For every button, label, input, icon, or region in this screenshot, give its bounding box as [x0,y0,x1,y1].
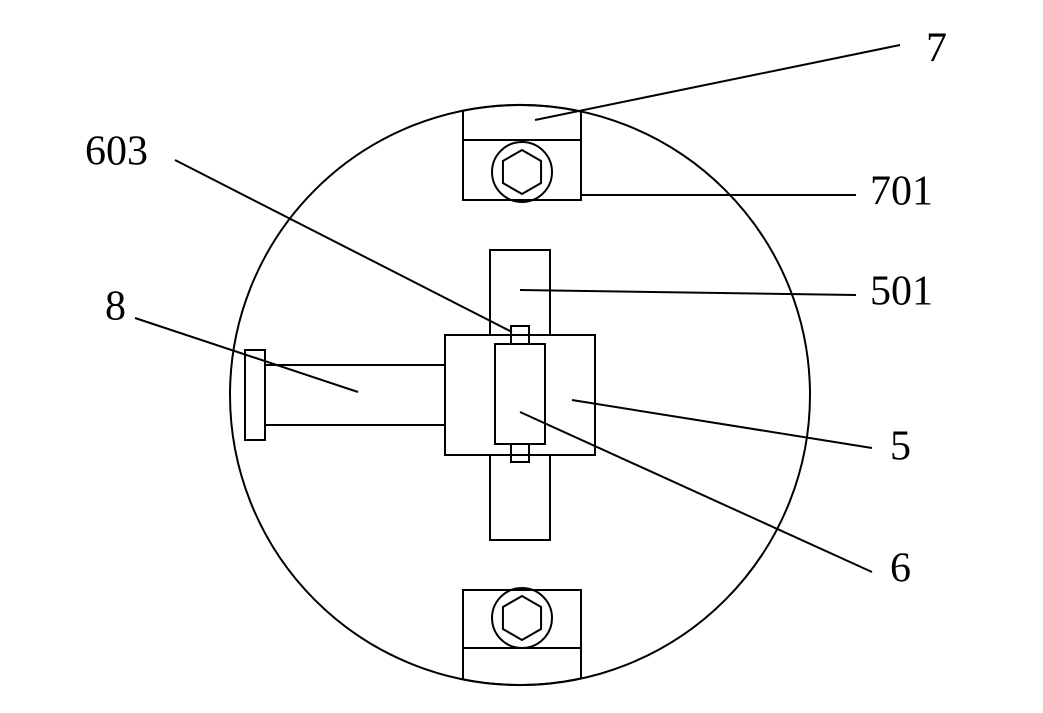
bracket-bottom [463,590,581,685]
center-inner-bar [495,344,545,444]
bolt-top-hex [503,150,541,194]
leader-l7 [535,45,900,120]
arm-left [265,365,445,425]
vertical-bar-upper [490,250,550,335]
leader-l8 [135,318,358,392]
label-l701: 701 [870,169,933,215]
center-pin-bottom [511,444,529,462]
label-l8: 8 [105,284,126,330]
label-l5: 5 [890,424,911,470]
label-l603: 603 [85,129,148,175]
leader-l5 [572,400,872,448]
bracket-top [463,105,581,200]
bolt-bottom-hex [503,596,541,640]
label-l6: 6 [890,546,911,592]
leader-l603 [175,160,512,332]
label-l7: 7 [926,26,947,72]
label-l501: 501 [870,269,933,315]
center-block [445,335,595,455]
vertical-bar-lower [490,455,550,540]
leader-l501 [520,290,856,295]
technical-drawing: 7 603 701 8 501 5 6 [0,0,1043,713]
arm-left-cap [245,350,265,440]
leader-l6 [520,412,872,572]
